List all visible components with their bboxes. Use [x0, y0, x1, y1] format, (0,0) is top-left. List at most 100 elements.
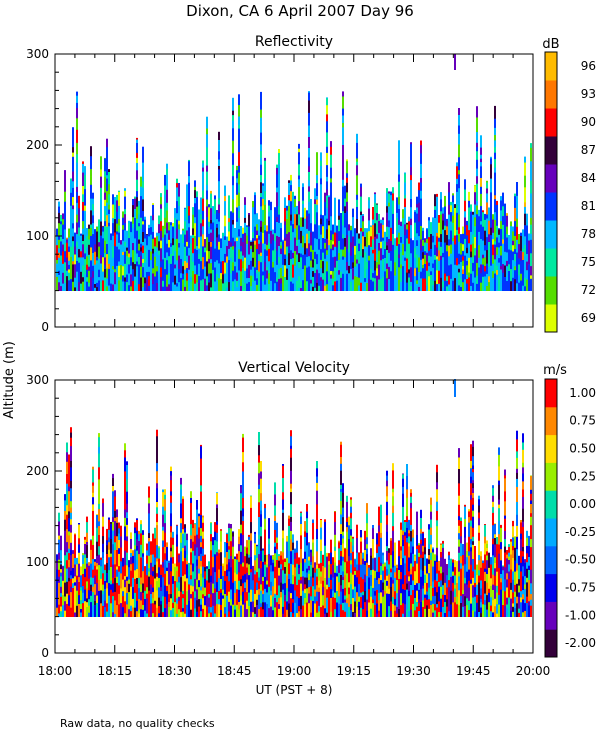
data-cell [192, 527, 194, 542]
data-cell [476, 213, 478, 219]
data-cell [462, 243, 464, 251]
data-cell [202, 198, 204, 211]
data-cell [60, 564, 62, 570]
data-cell [194, 566, 196, 579]
data-cell [472, 571, 474, 578]
data-cell [104, 225, 106, 241]
data-cell [314, 223, 316, 239]
data-cell [216, 492, 218, 505]
data-cell [458, 552, 460, 561]
data-cell [420, 239, 422, 251]
data-cell [362, 608, 364, 617]
data-cell [378, 508, 380, 516]
data-cell [462, 256, 464, 261]
data-cell [110, 529, 112, 539]
data-cell [306, 210, 308, 217]
data-cell [472, 465, 474, 469]
data-cell [428, 265, 430, 273]
data-cell [244, 581, 246, 588]
data-cell [110, 553, 112, 557]
data-cell [116, 194, 118, 201]
data-cell [238, 236, 240, 250]
data-cell [222, 283, 224, 291]
data-cell [342, 576, 344, 580]
data-cell [168, 247, 170, 257]
data-cell [208, 221, 210, 227]
data-cell [268, 216, 270, 223]
data-cell [230, 528, 232, 542]
data-cell [80, 566, 82, 576]
data-cell [504, 259, 506, 266]
data-cell [86, 601, 88, 607]
data-cell [324, 258, 326, 270]
data-cell [140, 186, 142, 193]
data-cell [60, 275, 62, 287]
data-cell [370, 268, 372, 280]
data-cell [334, 218, 336, 233]
data-cell [402, 473, 404, 475]
data-cell [258, 444, 260, 456]
data-cell [286, 557, 288, 564]
data-cell [176, 286, 178, 291]
data-cell [326, 612, 328, 617]
data-cell [384, 241, 386, 249]
data-cell [442, 229, 444, 245]
data-cell [242, 604, 244, 617]
data-cell [264, 601, 266, 617]
data-cell [458, 539, 460, 547]
data-cell [176, 570, 178, 582]
data-cell [140, 544, 142, 558]
data-cell [324, 545, 326, 554]
data-cell [458, 571, 460, 577]
data-cell [160, 230, 162, 241]
data-cell [504, 227, 506, 240]
data-cell [148, 486, 150, 498]
data-cell [126, 517, 128, 525]
data-cell [278, 262, 280, 269]
data-cell [356, 259, 358, 264]
data-cell [178, 600, 180, 610]
data-cell [334, 516, 336, 522]
data-cell [110, 538, 112, 554]
data-cell [250, 582, 252, 590]
data-cell [346, 561, 348, 574]
data-cell [308, 92, 310, 101]
data-cell [364, 264, 366, 279]
data-cell [472, 211, 474, 215]
data-cell [508, 249, 510, 265]
data-cell [496, 204, 498, 217]
data-cell [208, 236, 210, 242]
data-cell [196, 231, 198, 247]
data-cell [194, 523, 196, 536]
data-cell [388, 191, 390, 194]
data-cell [416, 590, 418, 602]
data-cell [270, 209, 272, 221]
data-cell [82, 276, 84, 282]
data-cell [272, 233, 274, 241]
data-cell [280, 222, 282, 229]
data-cell [84, 205, 86, 211]
data-cell [272, 281, 274, 291]
data-cell [292, 602, 294, 614]
data-cell [226, 256, 228, 263]
data-cell [376, 562, 378, 572]
data-cell [68, 559, 70, 568]
data-cell [404, 241, 406, 252]
data-cell [342, 238, 344, 250]
data-cell [172, 223, 174, 227]
data-cell [294, 590, 296, 603]
data-cell [332, 284, 334, 291]
data-cell [276, 187, 278, 193]
data-cell [96, 555, 98, 564]
data-cell [420, 190, 422, 199]
data-cell [424, 263, 426, 279]
data-cell [56, 259, 58, 264]
data-cell [150, 554, 152, 563]
data-cell [230, 277, 232, 291]
data-cell [76, 214, 78, 223]
data-cell [250, 240, 252, 242]
data-cell [360, 576, 362, 588]
data-cell [348, 582, 350, 588]
data-cell [296, 205, 298, 210]
data-cell [428, 262, 430, 267]
